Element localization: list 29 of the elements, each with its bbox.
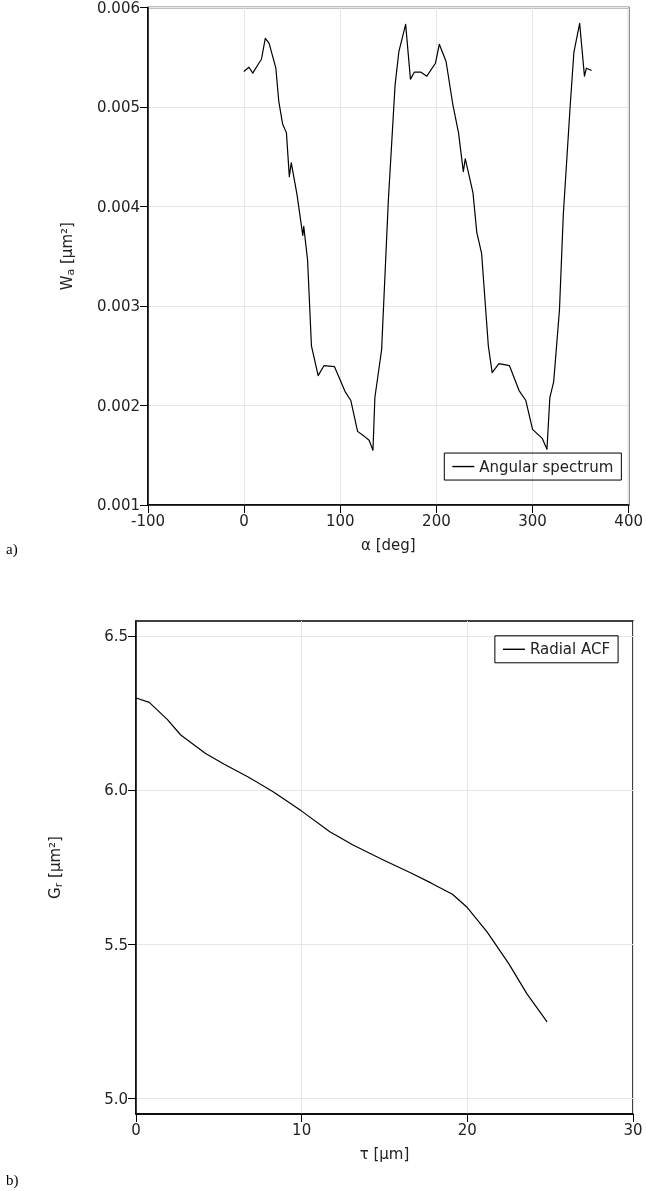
x-tick-label: 0 xyxy=(131,1120,141,1139)
x-tick-label: 0 xyxy=(239,511,249,530)
x-axis-title: τ [µm] xyxy=(359,1144,410,1163)
y-tick-label: 6.5 xyxy=(104,627,128,646)
text: a) xyxy=(6,540,18,558)
y-tick-label: 0.001 xyxy=(97,496,140,514)
x-tick-label: 100 xyxy=(325,511,355,530)
y-tick-label: 0.006 xyxy=(97,0,140,17)
x-axis-title: α [deg] xyxy=(361,535,416,554)
y-tick-label: 6.0 xyxy=(104,781,128,800)
y-tick-label: 0.002 xyxy=(97,396,140,415)
x-tick-label: -100 xyxy=(130,511,166,530)
text: b) xyxy=(6,1171,19,1189)
x-tick-label: 200 xyxy=(422,511,451,530)
y-tick-label: 5.0 xyxy=(104,1089,128,1108)
x-tick-label: 20 xyxy=(457,1120,477,1139)
y-tick-label: 0.005 xyxy=(97,98,140,116)
y-axis-title: Wa [µm²] xyxy=(57,222,77,291)
y-tick-label: 0.004 xyxy=(97,197,140,216)
x-tick-label: 400 xyxy=(614,511,644,530)
y-tick-label: 5.5 xyxy=(104,935,128,954)
line-series xyxy=(243,22,592,451)
x-tick-label: 10 xyxy=(292,1120,312,1139)
legend-label: Radial ACF xyxy=(529,640,611,659)
y-axis-title: Gr [µm²] xyxy=(45,836,65,899)
x-tick-label: 30 xyxy=(623,1120,643,1139)
x-tick-label: 300 xyxy=(518,511,547,530)
legend-label: Angular spectrum xyxy=(479,457,614,476)
y-tick-label: 0.003 xyxy=(97,297,140,315)
